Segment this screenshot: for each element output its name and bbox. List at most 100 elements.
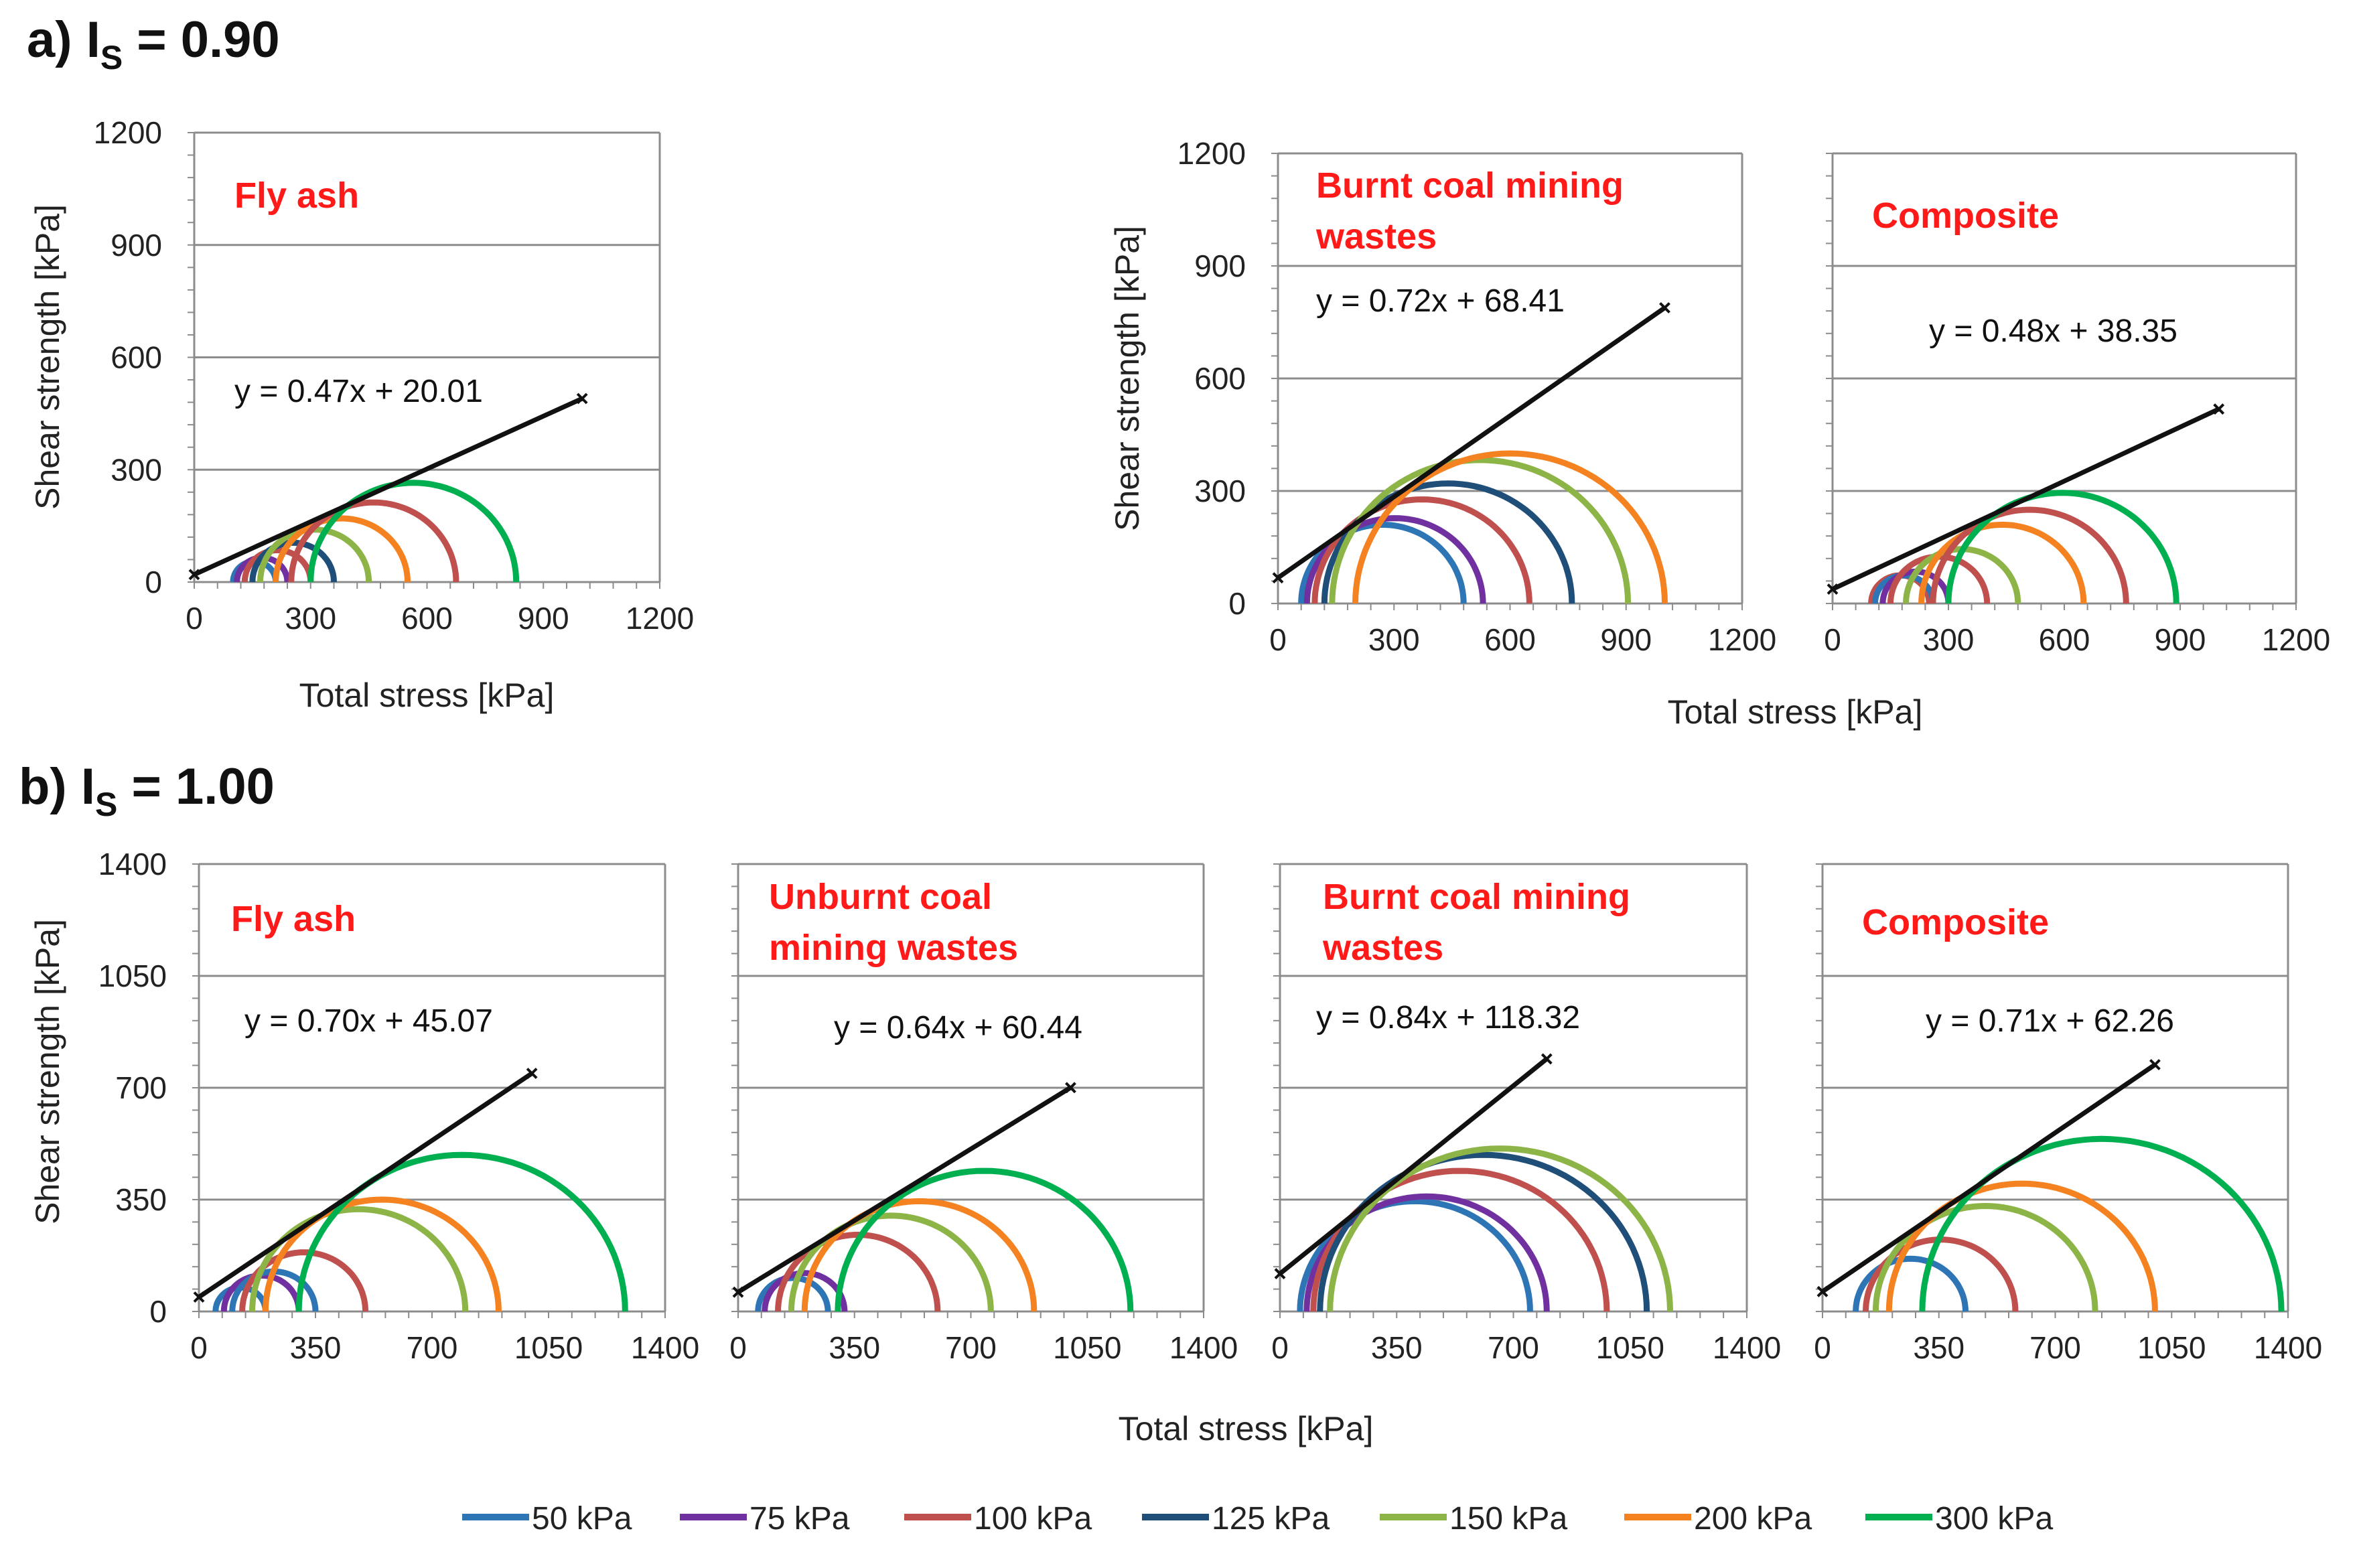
legend-label: 125 kPa: [1212, 1501, 1330, 1537]
y-tick-label: 600: [1194, 361, 1246, 396]
legend-label: 100 kPa: [974, 1501, 1092, 1537]
mohr-circle: [1329, 457, 1632, 604]
mohr-circle: [1310, 1167, 1610, 1312]
mohr-circle: [262, 1196, 502, 1312]
x-tick-label: 0: [1824, 622, 1841, 657]
failure-envelope: [1821, 1062, 2157, 1294]
mohr-circle: [273, 515, 411, 583]
mohr-circle: [1853, 1255, 1969, 1312]
x-tick-label: 1050: [1053, 1330, 1121, 1365]
section-label: a) IS = 0.90: [27, 11, 280, 76]
section-label: b) IS = 1.00: [19, 758, 275, 823]
legend-item: 125 kPa: [1142, 1501, 1330, 1537]
legend-item: 100 kPa: [904, 1501, 1092, 1537]
y-tick-label: 1050: [98, 958, 167, 993]
mohr-circle: [1919, 1135, 2285, 1312]
envelope-marker: [526, 1068, 538, 1079]
x-tick-label: 700: [1488, 1330, 1539, 1365]
y-tick-label: 1400: [98, 847, 167, 881]
envelope-marker: [188, 569, 200, 581]
envelope-marker: [1272, 572, 1284, 584]
mohr-circle: [801, 1198, 1038, 1312]
chart-panel: 0 350 700 1050 1400 Burnt coal mining wastes y …: [1271, 863, 1781, 1365]
panel-title: mining wastes: [769, 928, 1018, 968]
regression-equation: y = 0.84x + 118.32: [1316, 1000, 1580, 1036]
x-tick-label: 0: [1814, 1330, 1831, 1365]
y-tick-label: 300: [111, 452, 162, 487]
panel-title: Fly ash: [234, 175, 359, 216]
regression-equation: y = 0.47x + 20.01: [234, 374, 483, 409]
x-tick-label: 1200: [626, 601, 694, 636]
legend-label: 150 kPa: [1449, 1501, 1567, 1537]
x-tick-label: 0: [1271, 1330, 1289, 1365]
mohr-circle: [1303, 515, 1486, 604]
section-labels: a) IS = 0.90 b) IS = 1.00: [19, 11, 280, 823]
regression-equation: y = 0.72x + 68.41: [1316, 283, 1565, 319]
y-tick-label: 0: [1228, 586, 1246, 621]
x-tick-label: 900: [2155, 622, 2206, 657]
envelope-marker: [732, 1286, 744, 1298]
x-tick-label: 1400: [631, 1330, 699, 1365]
legend-item: 300 kPa: [1865, 1501, 2053, 1537]
panel-title: Burnt coal mining: [1323, 877, 1630, 917]
mohr-circle: [241, 547, 314, 583]
regression-equation: y = 0.48x + 38.35: [1929, 313, 2177, 349]
x-tick-label: 300: [285, 601, 336, 636]
envelope-marker: [1816, 1285, 1829, 1297]
x-tick-label: 1400: [1169, 1330, 1238, 1365]
envelope-marker: [1065, 1082, 1076, 1094]
panel-title: Fly ash: [231, 899, 356, 939]
panel-title: Burnt coal mining: [1316, 165, 1624, 206]
legend-label: 75 kPa: [749, 1501, 850, 1537]
mohr-circle: [1317, 1151, 1650, 1312]
x-tick-label: 1050: [2137, 1330, 2206, 1365]
x-tick-label: 900: [518, 601, 569, 636]
mohr-circle: [1918, 521, 2087, 604]
x-tick-label: 0: [190, 1330, 208, 1365]
legend-item: 200 kPa: [1624, 1501, 1812, 1537]
x-tick-label: 0: [1269, 622, 1287, 657]
x-tick-label: 600: [401, 601, 453, 636]
legend-item: 150 kPa: [1380, 1501, 1567, 1537]
x-tick-label: 0: [729, 1330, 747, 1365]
legend-item: 75 kPa: [680, 1501, 850, 1537]
mohr-circle: [1321, 480, 1575, 604]
x-tick-label: 1400: [1713, 1330, 1781, 1365]
chart-panel: 0 350 700 1050 1400 Unburnt coal mining wastes…: [729, 863, 1238, 1365]
x-tick-label: 300: [1368, 622, 1420, 657]
legend: 50 kPa 75 kPa 100 kPa 125 kPa 150 kPa 200 kPa…: [462, 1501, 2053, 1537]
y-tick-label: 1200: [94, 115, 162, 150]
x-tick-label: 1200: [2262, 622, 2330, 657]
envelope-marker: [2213, 403, 2225, 415]
failure-envelope: [1831, 407, 2220, 591]
x-tick-label: 0: [186, 601, 203, 636]
failure-envelope: [193, 396, 583, 577]
y-tick-label: 0: [145, 565, 162, 599]
x-axis-title: Total stress [kPa]: [1119, 1410, 1374, 1447]
x-tick-label: 1200: [1708, 622, 1776, 657]
mohr-circle: [1930, 506, 2129, 604]
y-tick-label: 1200: [1177, 136, 1246, 171]
mohr-circle: [775, 1231, 941, 1312]
y-tick-label: 900: [1194, 248, 1246, 283]
panel-title: wastes: [1322, 928, 1443, 968]
x-axis-title: Total stress [kPa]: [299, 676, 555, 714]
failure-envelope: [1278, 1057, 1549, 1276]
x-tick-label: 600: [2039, 622, 2090, 657]
envelope-marker: [1274, 1268, 1286, 1279]
y-tick-label: 600: [111, 340, 162, 375]
chart-panel: 0 300 600 900 1200 0 300 600 900 1200 Fly ash y = 0…: [94, 115, 695, 636]
chart-panel: 0 350 700 1050 1400 Composite y = 0.71x + 62.2…: [1814, 863, 2322, 1365]
mohr-circle: [1311, 496, 1532, 604]
mohr-circle: [307, 480, 520, 583]
x-tick-label: 350: [1371, 1330, 1423, 1365]
envelope-marker: [1541, 1053, 1553, 1065]
x-tick-label: 1050: [514, 1330, 583, 1365]
mohr-circle: [1352, 450, 1668, 604]
mohr-circle: [249, 1206, 469, 1312]
chart-panel: 0 300 600 900 1200 Composite y = 0.48x + 38.35: [1824, 152, 2330, 657]
x-tick-label: 350: [290, 1330, 342, 1365]
mohr-circle: [1297, 1198, 1533, 1312]
legend-label: 50 kPa: [532, 1501, 632, 1537]
